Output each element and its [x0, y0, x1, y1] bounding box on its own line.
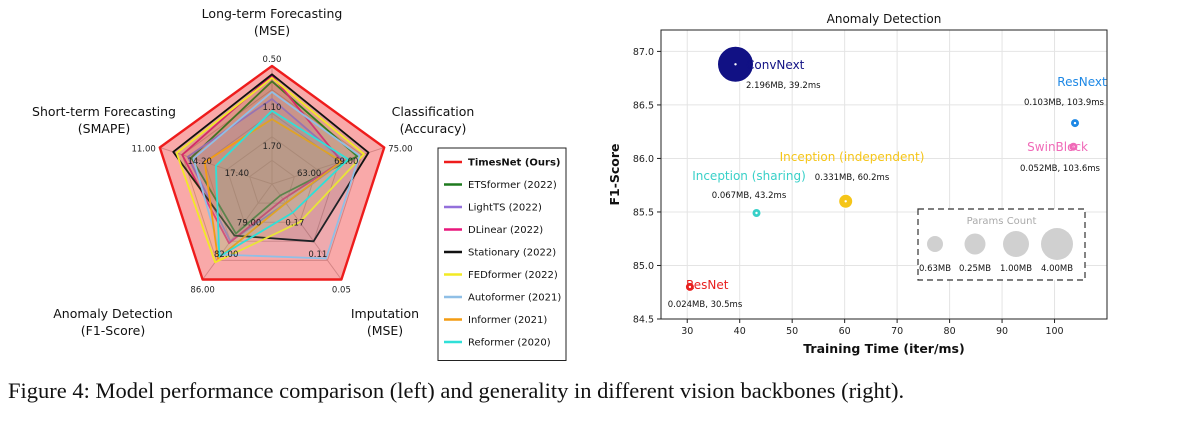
scatter-y-tick-label: 85.5 — [633, 207, 654, 218]
params-legend-circle — [1003, 231, 1029, 257]
radar-tick-label: 14.20 — [188, 157, 212, 167]
radar-legend-label: ETSformer (2022) — [468, 180, 557, 191]
radar-legend-label: DLinear (2022) — [468, 225, 543, 236]
radar-legend-label: FEDformer (2022) — [468, 270, 558, 281]
radar-grid-ring — [181, 88, 363, 261]
radar-tick-label: 0.05 — [332, 286, 351, 296]
radar-chart: 0.50 1.10 1.70 75.00 69.00 63.00 0.05 0.11 0.17 8… — [32, 6, 567, 361]
radar-series-autoformer-2021 — [192, 91, 361, 260]
scatter-x-tick-label: 60 — [839, 326, 851, 337]
radar-tick-label: 0.50 — [263, 55, 282, 65]
scatter-point-name: ResNext — [1057, 75, 1107, 89]
radar-tick-label: 0.11 — [308, 250, 327, 260]
radar-tick-label: 86.00 — [190, 286, 214, 296]
radar-legend-label: Informer (2021) — [468, 315, 547, 326]
scatter-x-tick-label: 30 — [681, 326, 693, 337]
radar-axis-label: (MSE) — [367, 323, 403, 338]
radar-legend-label: LightTS (2022) — [468, 203, 542, 214]
radar-series-reformer-2020 — [214, 109, 350, 258]
radar-axis-label: Long-term Forecasting — [202, 6, 343, 21]
scatter-point-note: 0.052MB, 103.6ms — [1020, 164, 1101, 174]
params-legend-label: 0.25MB — [959, 264, 991, 274]
radar-axis-label: (SMAPE) — [78, 121, 130, 136]
scatter-x-tick-label: 50 — [786, 326, 798, 337]
scatter-point-note: 2.196MB, 39.2ms — [746, 81, 821, 91]
radar-tick-label: 0.17 — [285, 219, 304, 229]
radar-grid-ring — [226, 136, 318, 223]
scatter-y-axis-label: F1-Score — [607, 143, 622, 205]
radar-tick-label: 79.00 — [237, 219, 261, 229]
scatter-point-center — [1073, 121, 1077, 125]
radar-legend-label: Reformer (2020) — [468, 338, 551, 349]
params-legend-circle — [964, 233, 986, 255]
scatter-chart: 30 40 50 60 70 80 90 100 84.5 85.0 85.5 86.0 86.5 87.… — [607, 12, 1108, 356]
radar-spoke — [271, 147, 385, 185]
scatter-x-tick-label: 70 — [891, 326, 903, 337]
params-legend-label: 1.00MB — [1000, 264, 1032, 274]
scatter-point-name: Inception (sharing) — [692, 169, 806, 183]
scatter-point-center — [755, 211, 758, 215]
scatter-point-note: 0.103MB, 103.9ms — [1024, 98, 1105, 108]
radar-tick-label: 75.00 — [388, 145, 412, 155]
scatter-point-note: 0.024MB, 30.5ms — [668, 300, 743, 310]
scatter-plot-frame — [660, 29, 1108, 320]
radar-series-informer-2021 — [203, 118, 343, 260]
radar-legend-label: TimesNet (Ours) — [468, 158, 560, 169]
radar-axis-label: (F1-Score) — [81, 323, 145, 338]
scatter-point-center — [844, 200, 847, 203]
scatter-x-tick-label: 80 — [944, 326, 956, 337]
scatter-point-center — [688, 285, 692, 289]
radar-tick-label: 63.00 — [297, 169, 321, 179]
params-legend-label: 0.63MB — [919, 264, 951, 274]
radar-axis-label: Imputation — [351, 306, 419, 321]
scatter-y-tick-label: 84.5 — [633, 315, 654, 326]
params-legend-circle — [927, 236, 943, 252]
radar-axis-label: Anomaly Detection — [53, 306, 173, 321]
radar-axis-label: Short-term Forecasting — [32, 104, 176, 119]
scatter-x-tick-label: 90 — [996, 326, 1008, 337]
params-legend-circle — [1041, 228, 1073, 260]
figure-caption: Figure 4: Model performance comparison (… — [8, 378, 905, 403]
scatter-y-tick-label: 87.0 — [633, 47, 654, 58]
radar-tick-label: 1.10 — [263, 103, 282, 113]
params-legend-label: 4.00MB — [1041, 264, 1073, 274]
radar-axis-label: (MSE) — [254, 23, 290, 38]
scatter-point-center — [1072, 145, 1075, 148]
scatter-point-note: 0.331MB, 60.2ms — [815, 173, 890, 183]
scatter-x-axis-label: Training Time (iter/ms) — [803, 341, 964, 356]
scatter-x-tick-label: 40 — [734, 326, 746, 337]
scatter-title: Anomaly Detection — [827, 12, 942, 26]
scatter-point-name: ConvNext — [746, 58, 805, 72]
radar-legend-label: Stationary (2022) — [468, 248, 556, 259]
radar-tick-label: 1.70 — [263, 142, 282, 152]
scatter-point-note: 0.067MB, 43.2ms — [712, 191, 787, 201]
radar-legend-label: Autoformer (2021) — [468, 293, 561, 304]
radar-tick-label: 11.00 — [131, 145, 155, 155]
radar-tick-label: 69.00 — [334, 157, 358, 167]
params-legend-title: Params Count — [967, 216, 1037, 227]
radar-axis-label: (Accuracy) — [400, 121, 467, 136]
scatter-y-tick-label: 86.5 — [633, 100, 654, 111]
scatter-point-name: SwinBlock — [1027, 140, 1088, 154]
scatter-point-name: Inception (independent) — [780, 150, 925, 164]
radar-axis-label: Classification — [392, 104, 475, 119]
scatter-point-name: ResNet — [686, 278, 729, 292]
scatter-y-tick-label: 85.0 — [633, 261, 654, 272]
scatter-point-center — [734, 63, 737, 66]
scatter-x-tick-label: 100 — [1045, 326, 1063, 337]
radar-tick-label: 17.40 — [225, 169, 249, 179]
scatter-y-tick-label: 86.0 — [633, 154, 654, 165]
radar-tick-label: 82.00 — [214, 250, 238, 260]
